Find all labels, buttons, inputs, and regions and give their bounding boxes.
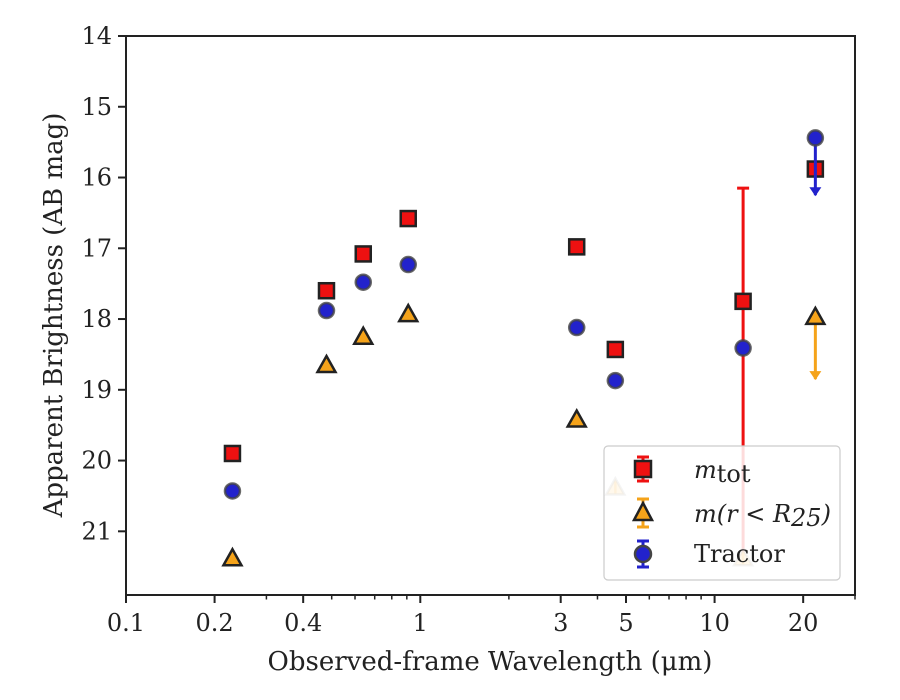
legend-entry-tractor: Tractor <box>633 539 785 569</box>
data-point-triangle <box>221 546 244 567</box>
y-tick-label: 15 <box>81 93 112 121</box>
x-tick-label: 1 <box>413 609 428 637</box>
y-tick-label: 18 <box>81 305 112 333</box>
data-point-circle <box>606 371 625 390</box>
axes: 0.1 0.2 0.4 1 3 5 10 20 14 15 16 17 18 19 20 21 <box>81 22 856 637</box>
legend-label-m-r25: m(r < R25) <box>694 500 831 532</box>
data-point-circle <box>567 318 586 337</box>
legend-marker-triangle <box>631 500 655 522</box>
data-point-square <box>734 292 752 311</box>
data-point-triangle <box>315 353 338 374</box>
legend-label-tractor: Tractor <box>694 540 785 568</box>
x-tick-label: 0.2 <box>196 609 234 637</box>
data-point-circle <box>223 482 242 500</box>
plot-frame <box>125 35 856 596</box>
data-point-circle <box>734 339 752 357</box>
x-tick-label: 20 <box>788 609 819 637</box>
y-tick-label: 21 <box>81 517 112 545</box>
data-point-triangle <box>397 302 420 323</box>
x-tick-label: 10 <box>699 609 730 637</box>
y-tick-label: 16 <box>81 164 112 192</box>
y-tick-label: 19 <box>81 376 112 404</box>
series-circle <box>223 129 825 500</box>
x-tick-label: 5 <box>618 609 633 637</box>
legend-frame <box>603 445 841 581</box>
data-point-triangle <box>565 407 588 428</box>
data-point-circle <box>354 273 373 291</box>
data-point-triangle <box>352 325 375 345</box>
data-point-square <box>399 209 417 228</box>
upper-limit-arrow <box>809 187 822 197</box>
data-point-circle <box>317 301 336 320</box>
legend: mtot m(r < R25) Tractor <box>603 445 841 581</box>
legend-marker-square <box>633 459 653 479</box>
x-tick-label: 0.1 <box>107 609 145 637</box>
data-point-circle <box>806 129 825 147</box>
data-marks <box>221 129 827 567</box>
x-tick-label: 0.4 <box>284 609 322 637</box>
data-point-square <box>567 238 586 256</box>
y-tick-label: 17 <box>81 234 112 262</box>
data-point-circle <box>399 255 417 274</box>
data-point-square <box>317 281 336 300</box>
data-point-square <box>354 245 373 263</box>
y-tick-label: 20 <box>81 447 112 475</box>
upper-limit-arrow <box>809 371 822 381</box>
data-point-triangle <box>804 305 827 326</box>
legend-marker-circle <box>633 544 653 564</box>
legend-entry-m-r25: m(r < R25) <box>631 497 831 532</box>
y-tick-label: 14 <box>81 22 112 50</box>
y-axis-label: Apparent Brightness (AB mag) <box>39 113 69 519</box>
legend-label-m-tot: mtot <box>694 456 751 488</box>
data-point-square <box>606 340 625 359</box>
data-point-square <box>223 444 242 463</box>
legend-entry-m-tot: mtot <box>633 455 751 488</box>
x-tick-label: 3 <box>553 609 568 637</box>
x-axis-label: Observed-frame Wavelength (μm) <box>268 647 713 677</box>
